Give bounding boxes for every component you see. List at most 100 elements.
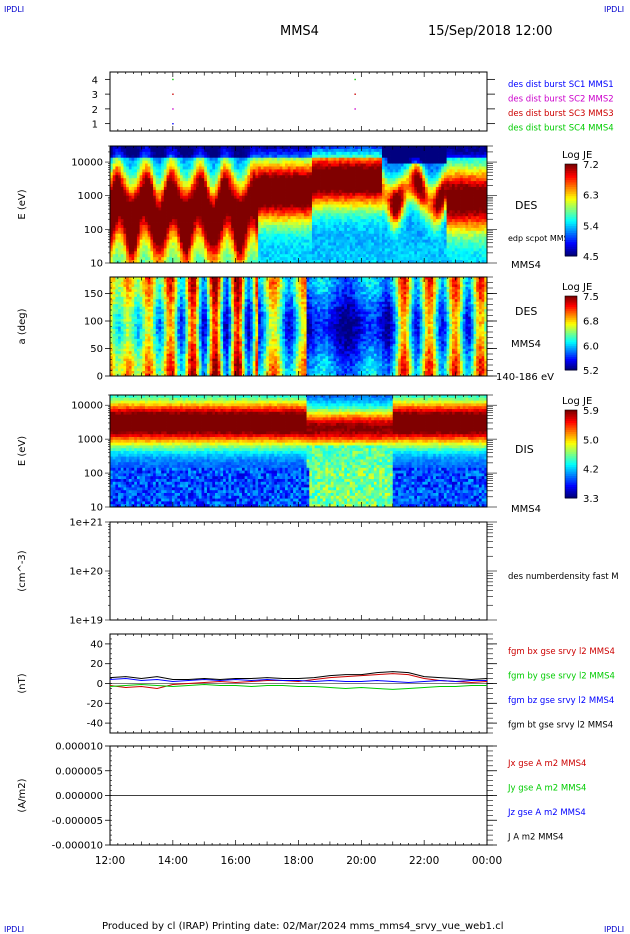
des-energy-cell: [244, 230, 248, 235]
des-energy-cell: [204, 227, 208, 232]
des-energy-cell: [118, 163, 122, 167]
des-energy-cell: [290, 230, 294, 235]
des-energy-cell: [118, 257, 122, 261]
des-energy-cell: [290, 172, 294, 176]
des-energy-cell: [126, 245, 130, 249]
des-energy-cell: [371, 257, 375, 261]
des-energy-cell: [244, 160, 248, 164]
des-energy-cell: [330, 189, 334, 194]
des-energy-cell: [320, 181, 324, 185]
des-energy-cell: [314, 251, 318, 255]
des-energy-cell: [279, 239, 283, 243]
des-energy-cell: [282, 146, 286, 150]
des-energy-cell: [279, 248, 283, 252]
des-energy-cell: [223, 219, 227, 223]
des-energy-cell: [282, 184, 286, 188]
des-energy-cell: [433, 163, 437, 167]
des-energy-cell: [233, 175, 237, 179]
des-energy-cell: [403, 224, 407, 229]
des-energy-cell: [406, 189, 410, 194]
des-energy-cell: [293, 260, 297, 264]
des-energy-cell: [209, 227, 213, 232]
des-energy-cell: [193, 260, 197, 264]
des-energy-cell: [349, 260, 353, 264]
des-energy-cell: [115, 148, 119, 153]
des-energy-cell: [139, 251, 143, 255]
des-energy-cell: [400, 224, 404, 229]
des-energy-cell: [371, 245, 375, 249]
des-energy-cell: [142, 189, 146, 194]
des-energy-cell: [220, 227, 224, 232]
des-energy-cell: [403, 198, 407, 202]
des-energy-cell: [430, 198, 434, 202]
des-energy-cell: [209, 175, 213, 179]
des-energy-cell: [169, 186, 173, 191]
des-energy-cell: [185, 195, 189, 200]
des-energy-cell: [174, 157, 178, 162]
des-energy-cell: [352, 184, 356, 188]
des-energy-cell: [134, 186, 138, 191]
des-energy-cell: [206, 198, 211, 202]
des-energy-cell: [126, 222, 130, 226]
des-energy-cell: [306, 148, 310, 153]
des-energy-cell: [247, 148, 251, 153]
des-energy-cell: [263, 172, 267, 176]
des-energy-cell: [131, 224, 135, 229]
des-energy-cell: [301, 222, 305, 226]
des-energy-cell: [338, 148, 342, 153]
des-energy-cell: [325, 198, 329, 202]
des-energy-cell: [115, 157, 119, 162]
des-energy-cell: [260, 210, 264, 214]
des-energy-cell: [258, 154, 262, 159]
des-energy-cell: [236, 242, 240, 246]
des-energy-cell: [357, 148, 361, 153]
des-energy-cell: [433, 160, 437, 164]
des-energy-cell: [244, 201, 248, 205]
des-energy-cell: [298, 236, 302, 240]
des-energy-cell: [398, 175, 402, 179]
des-energy-cell: [287, 146, 291, 150]
des-energy-cell: [190, 169, 194, 173]
des-energy-cell: [198, 239, 202, 243]
des-energy-cell: [223, 189, 227, 194]
des-energy-cell: [346, 216, 351, 220]
des-energy-cell: [258, 251, 262, 255]
des-energy-cell: [215, 260, 219, 264]
des-energy-cell: [123, 213, 127, 217]
des-energy-cell: [190, 222, 194, 226]
des-energy-cell: [112, 204, 116, 208]
des-energy-cell: [118, 251, 122, 255]
des-energy-cell: [241, 207, 246, 211]
des-energy-cell: [414, 146, 418, 150]
des-energy-cell: [303, 213, 307, 217]
des-energy-cell: [252, 169, 256, 173]
des-energy-cell: [371, 242, 375, 246]
des-energy-cell: [392, 189, 396, 194]
des-energy-cell: [193, 224, 197, 229]
des-energy-cell: [293, 151, 297, 156]
des-energy-cell: [379, 172, 383, 176]
des-energy-cell: [266, 251, 270, 255]
des-energy-cell: [131, 201, 135, 205]
des-energy-cell: [177, 227, 181, 232]
des-energy-cell: [161, 184, 165, 188]
des-energy-cell: [352, 216, 356, 220]
des-energy-cell: [390, 222, 394, 226]
des-energy-cell: [320, 239, 324, 243]
des-energy-cell: [185, 204, 189, 208]
des-energy-cell: [201, 192, 205, 197]
des-energy-cell: [427, 251, 431, 255]
des-energy-cell: [400, 230, 404, 235]
des-energy-cell: [398, 154, 402, 159]
des-energy-cell: [317, 219, 321, 223]
des-energy-cell: [392, 181, 396, 185]
des-energy-cell: [317, 245, 321, 249]
des-energy-cell: [392, 222, 396, 226]
des-energy-cell: [274, 257, 278, 261]
des-energy-cell: [110, 233, 114, 238]
des-energy-cell: [365, 204, 369, 208]
des-energy-cell: [376, 219, 380, 223]
des-energy-cell: [128, 230, 132, 235]
des-energy-cell: [290, 151, 294, 156]
des-energy-cell: [145, 157, 149, 162]
